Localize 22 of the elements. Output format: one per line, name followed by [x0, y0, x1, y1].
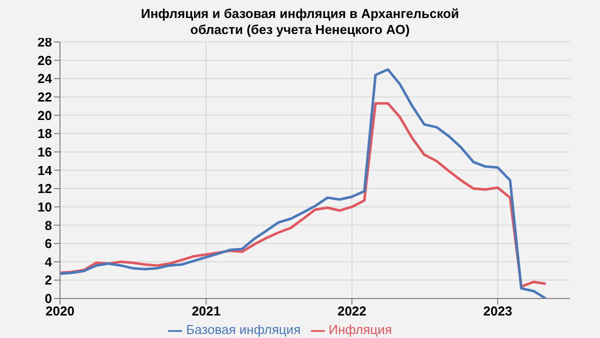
legend-label: Инфляция — [328, 322, 392, 338]
y-tick-label: 14 — [38, 162, 53, 178]
y-tick-label: 12 — [38, 181, 52, 196]
y-tick-label: 6 — [44, 236, 52, 252]
line-series — [60, 68, 547, 298]
x-tick-label: 2022 — [337, 304, 366, 319]
y-tick-label: 18 — [38, 126, 52, 142]
y-tick-label: 2 — [44, 272, 52, 288]
legend-label: Базовая инфляция — [186, 322, 301, 338]
y-tick-label: 16 — [38, 144, 52, 160]
x-tick-label: 2020 — [46, 304, 74, 319]
y-tick-label: 10 — [38, 199, 52, 214]
y-tick-label: 20 — [38, 108, 52, 123]
x-tick-label: 2023 — [483, 304, 512, 319]
y-tick-label: 24 — [38, 71, 53, 86]
chart-title: Инфляция и базовая инфляция в Архангельской области (без учета Ненецкого АО) — [140, 6, 459, 37]
x-tick-label: 2021 — [192, 304, 221, 319]
y-tick-label: 8 — [44, 218, 52, 233]
y-tick-label: 4 — [44, 254, 53, 270]
y-tick-label: 0 — [44, 291, 52, 306]
y-tick-label: 22 — [38, 90, 52, 105]
y-tick-label: 26 — [38, 52, 52, 68]
